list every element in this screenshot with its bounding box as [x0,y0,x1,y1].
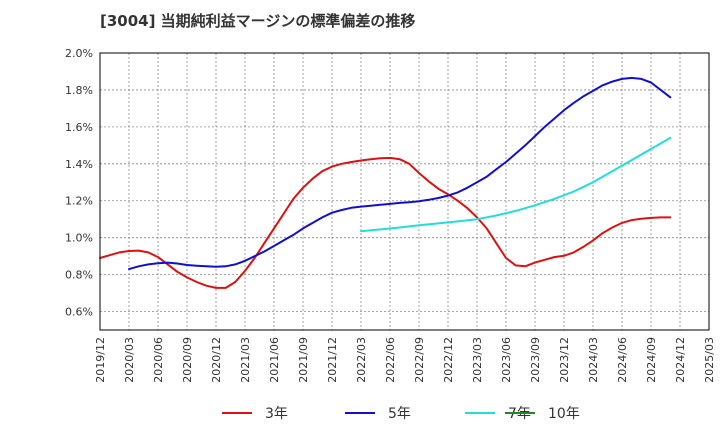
series-line-3 [360,136,672,233]
x-tick-label: 2020/06 [152,337,165,383]
x-tick-label: 2022/03 [355,337,368,383]
x-tick-label: 2023/03 [471,337,484,383]
y-tick-label: 0.8% [65,269,93,282]
plot-frame [99,52,710,331]
x-tick-label: 2022/12 [442,337,455,383]
x-tick-label: 2019/12 [94,337,107,383]
legend-label: 3年 [265,406,288,422]
grid-layer [100,53,709,330]
x-tick-label: 2020/03 [123,337,136,383]
legend: 3年5年7年10年 [222,406,580,422]
series-layer [99,76,672,289]
series-line-2 [128,76,672,271]
y-tick-label: 1.8% [65,84,93,97]
x-tick-label: 2021/03 [239,337,252,383]
y-tick-label: 2.0% [65,47,93,60]
x-tick-label: 2020/12 [210,337,223,383]
x-tick-label: 2024/12 [674,337,687,383]
x-tick-label: 2022/09 [413,337,426,383]
series-line-1 [99,156,672,289]
x-tick-label: 2024/03 [587,337,600,383]
y-tick-label: 1.0% [65,232,93,245]
y-tick-label: 0.6% [65,306,93,319]
x-tick-label: 2021/06 [268,337,281,383]
x-tick-label: 2024/06 [616,337,629,383]
x-tick-label: 2023/12 [558,337,571,383]
y-tick-label: 1.6% [65,121,93,134]
x-tick-label: 2023/09 [529,337,542,383]
x-tick-label: 2021/09 [297,337,310,383]
x-tick-label: 2022/06 [384,337,397,383]
x-tick-label: 2021/12 [326,337,339,383]
x-axis: 2019/12 2020/03 2020/06 2020/09 2020/12 2021/… [94,337,716,383]
x-tick-label: 2020/09 [181,337,194,383]
x-tick-label: 2025/03 [703,337,716,383]
y-tick-label: 1.2% [65,195,93,208]
chart-title: [3004] 当期純利益マージンの標準偏差の推移 [100,12,416,30]
y-tick-label: 1.4% [65,158,93,171]
y-axis: 0.6% 0.8% 1.0% 1.2% 1.4% 1.6% 1.8% 2.0% [65,47,93,319]
x-tick-label: 2023/06 [500,337,513,383]
legend-label: 10年 [548,406,580,422]
x-tick-label: 2024/09 [645,337,658,383]
legend-label: 5年 [388,406,411,422]
